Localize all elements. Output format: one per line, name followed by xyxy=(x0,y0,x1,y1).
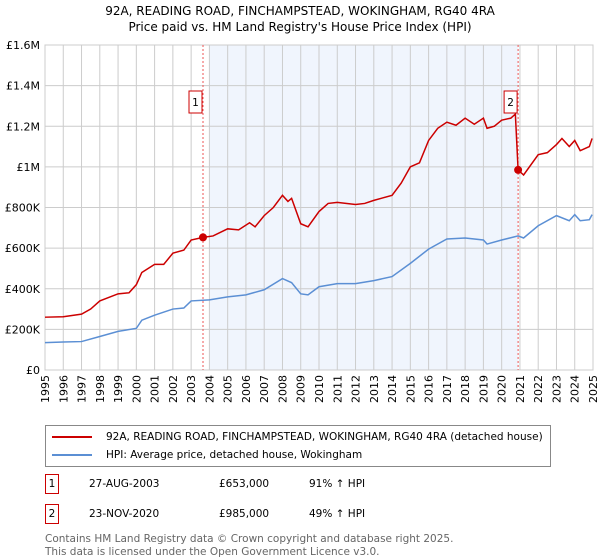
x-tick-label: 1997 xyxy=(76,375,89,403)
x-tick-label: 2001 xyxy=(149,375,162,403)
chart-subtitle: Price paid vs. HM Land Registry's House … xyxy=(128,20,472,34)
sale-hpi-change: 91% ↑ HPI xyxy=(309,478,366,490)
legend-swatch-blue xyxy=(52,454,92,456)
y-tick-label: £200K xyxy=(5,323,41,336)
footer-line-1: Contains HM Land Registry data © Crown c… xyxy=(45,533,454,545)
sale-date: 23-NOV-2020 xyxy=(89,508,160,520)
x-tick-label: 2018 xyxy=(459,375,472,403)
x-tick-label: 1999 xyxy=(112,375,125,403)
legend-swatch-red xyxy=(52,436,92,438)
y-tick-label: £600K xyxy=(5,242,41,255)
x-tick-label: 2013 xyxy=(368,375,381,403)
x-tick-label: 2002 xyxy=(167,375,180,403)
legend: 92A, READING ROAD, FINCHAMPSTEAD, WOKING… xyxy=(45,425,551,467)
y-tick-label: £1.2M xyxy=(6,120,40,133)
plot-border xyxy=(44,44,594,371)
sale-price: £653,000 xyxy=(219,478,270,490)
x-tick-label: 2008 xyxy=(276,375,289,403)
sale-point xyxy=(199,233,208,242)
y-tick-label: £1M xyxy=(17,161,41,174)
hpi-line xyxy=(44,213,593,344)
x-tick-label: 2009 xyxy=(295,375,308,403)
x-tick-label: 2023 xyxy=(550,375,563,403)
sale-point xyxy=(514,165,523,174)
sale-marker-badge: 2 xyxy=(45,504,59,524)
x-tick-label: 1996 xyxy=(57,375,70,403)
x-tick-label: 2004 xyxy=(203,375,216,403)
legend-item-hpi: HPI: Average price, detached house, Woki… xyxy=(52,449,362,461)
y-tick-label: £1.4M xyxy=(6,80,40,93)
sale-row-2: 2 23-NOV-2020 £985,000 49% ↑ HPI xyxy=(45,504,365,524)
y-tick-label: £800K xyxy=(5,202,41,215)
x-tick-label: 2011 xyxy=(331,375,344,403)
x-tick-label: 2019 xyxy=(477,375,490,403)
sale-marker-label: 1 xyxy=(192,97,199,109)
legend-label: HPI: Average price, detached house, Woki… xyxy=(106,449,363,461)
x-tick-label: 2022 xyxy=(532,375,545,403)
sale-marker-badge: 1 xyxy=(45,474,59,494)
sale-marker-box xyxy=(188,90,203,114)
y-tick-label: £0 xyxy=(26,364,40,377)
legend-label: 92A, READING ROAD, FINCHAMPSTEAD, WOKING… xyxy=(106,431,543,443)
x-tick-label: 2016 xyxy=(423,375,436,403)
y-tick-label: £1.6M xyxy=(6,39,40,52)
x-tick-label: 2015 xyxy=(404,375,417,403)
x-tick-label: 2003 xyxy=(185,375,198,403)
x-tick-label: 2017 xyxy=(441,375,454,403)
sale-row-1: 1 27-AUG-2003 £653,000 91% ↑ HPI xyxy=(45,474,365,494)
x-tick-label: 2010 xyxy=(313,375,326,403)
sale-date: 27-AUG-2003 xyxy=(89,478,160,490)
x-tick-label: 2000 xyxy=(130,375,143,403)
x-tick-label: 2025 xyxy=(587,375,600,403)
x-tick-label: 1998 xyxy=(94,375,107,403)
x-tick-label: 2006 xyxy=(240,375,253,403)
plot-area: 1995 1996 1997 1998 1999 2000 2001 2002 2003 2004… xyxy=(5,39,600,403)
y-tick-label: £400K xyxy=(5,283,41,296)
sale-marker-box xyxy=(503,90,518,114)
x-tick-label: 2021 xyxy=(514,375,527,403)
x-tick-label: 2012 xyxy=(350,375,363,403)
x-tick-label: 2014 xyxy=(386,375,399,403)
sale-marker-label: 2 xyxy=(507,97,514,109)
sale-price: £985,000 xyxy=(219,508,270,520)
x-tick-label: 2024 xyxy=(569,375,582,403)
x-tick-label: 1995 xyxy=(39,375,52,403)
legend-item-property: 92A, READING ROAD, FINCHAMPSTEAD, WOKING… xyxy=(52,431,543,443)
footer-attribution: Contains HM Land Registry data © Crown c… xyxy=(45,533,453,559)
x-tick-label: 2020 xyxy=(496,375,509,403)
x-tick-label: 2005 xyxy=(222,375,235,403)
footer-line-2: This data is licensed under the Open Gov… xyxy=(45,546,380,558)
chart-title: 92A, READING ROAD, FINCHAMPSTEAD, WOKING… xyxy=(105,4,495,18)
sale-hpi-change: 49% ↑ HPI xyxy=(309,508,366,520)
x-tick-label: 2007 xyxy=(258,375,271,403)
